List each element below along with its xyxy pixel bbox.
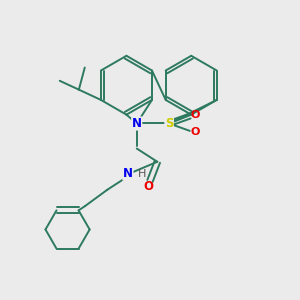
Text: O: O [143,180,154,193]
Text: O: O [190,127,200,137]
Text: N: N [123,167,133,180]
Text: N: N [132,117,142,130]
Text: S: S [165,117,173,130]
Text: O: O [190,110,200,120]
Text: H: H [138,169,146,178]
